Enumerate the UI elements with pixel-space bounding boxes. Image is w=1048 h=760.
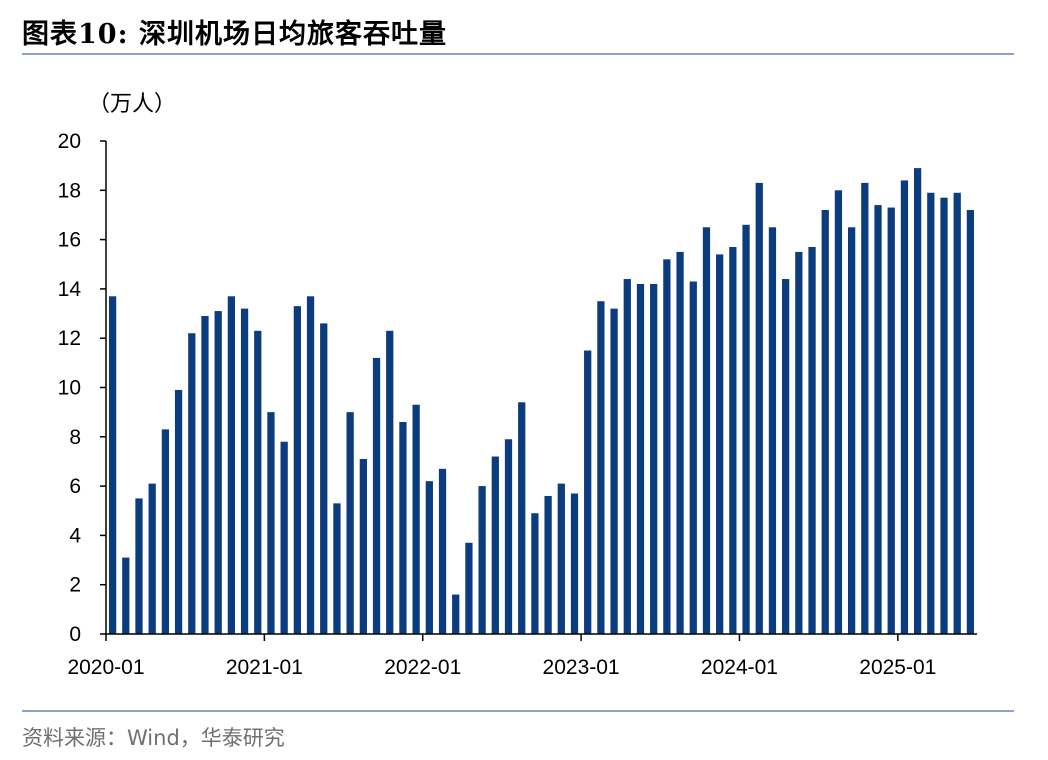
source-note: 资料来源：Wind，华泰研究 <box>22 726 285 750</box>
bar-2024-01 <box>742 224 750 634</box>
bar-2023-04 <box>623 279 631 634</box>
bar-2020-10 <box>227 296 235 634</box>
bar-2021-02 <box>280 441 288 634</box>
x-axis-ticks: 2020-01 2021-01 2022-01 2023-01 2024-01 2025-… <box>67 634 936 679</box>
bar-2024-10 <box>861 182 869 634</box>
bar-2024-09 <box>848 227 856 634</box>
bar-2020-12 <box>254 330 262 634</box>
bar-2021-03 <box>293 306 301 634</box>
x-tick-label: 2021-01 <box>226 656 303 679</box>
bar-2022-01 <box>425 481 433 634</box>
bar-2024-02 <box>755 182 763 634</box>
bar-2021-06 <box>333 503 341 634</box>
bar-2023-09 <box>689 281 697 634</box>
bar-2025-02 <box>913 168 922 634</box>
x-tick-label: 2022-01 <box>384 656 461 679</box>
y-tick-label: 16 <box>58 229 81 252</box>
bar-2025-05 <box>953 192 961 634</box>
bar-2025-04 <box>940 197 948 634</box>
y-tick-label: 14 <box>58 278 82 301</box>
bar-2024-04 <box>782 279 790 634</box>
bar-2020-03 <box>135 498 143 634</box>
bar-2020-09 <box>214 311 222 634</box>
figure-title: 图表10: 深圳机场日均旅客吞吐量 <box>22 19 447 50</box>
y-axis-ticks: 0 2 4 6 8 10 12 14 16 18 20 <box>58 130 106 646</box>
y-tick-label: 18 <box>58 179 81 202</box>
bar-2024-03 <box>768 227 777 634</box>
bar-2024-07 <box>821 210 829 634</box>
bar-2022-04 <box>465 542 473 634</box>
bar-2025-06 <box>966 210 975 634</box>
bar-2020-11 <box>240 308 249 634</box>
y-tick-label: 10 <box>58 377 81 400</box>
y-tick-label: 0 <box>69 623 81 646</box>
bar-2020-01 <box>108 296 117 634</box>
bar-2022-02 <box>438 468 447 634</box>
bar-2020-02 <box>122 557 130 634</box>
bar-2024-06 <box>808 247 816 634</box>
bar-2022-08 <box>518 402 526 634</box>
bar-2021-04 <box>306 296 315 634</box>
bar-2022-12 <box>570 493 579 634</box>
bar-2020-08 <box>201 316 209 634</box>
bar-2020-07 <box>188 333 196 634</box>
y-tick-label: 4 <box>69 524 81 547</box>
x-tick-label: 2020-01 <box>67 656 144 679</box>
bar-2022-11 <box>557 483 565 634</box>
top-divider <box>22 53 1014 55</box>
bar-series <box>108 168 975 635</box>
bar-2023-10 <box>702 227 711 634</box>
bar-2023-06 <box>650 283 658 634</box>
bar-2020-04 <box>148 483 156 634</box>
bar-2023-12 <box>729 247 737 634</box>
bar-2022-05 <box>478 486 486 634</box>
x-tick-label: 2023-01 <box>543 656 620 679</box>
bar-2021-07 <box>346 412 354 634</box>
bar-2020-05 <box>161 429 170 634</box>
bar-2023-02 <box>597 301 605 634</box>
bar-2021-01 <box>267 412 275 634</box>
bar-2020-06 <box>174 389 183 634</box>
bar-2025-01 <box>900 180 909 634</box>
bar-2023-03 <box>610 308 618 634</box>
bar-2025-03 <box>927 192 935 634</box>
y-tick-label: 6 <box>69 475 81 498</box>
bar-2022-06 <box>491 456 499 634</box>
bar-2023-07 <box>663 259 671 634</box>
x-tick-label: 2025-01 <box>859 656 936 679</box>
bar-2024-12 <box>887 207 895 634</box>
y-axis-unit-label: （万人） <box>88 92 177 117</box>
bar-2023-05 <box>636 283 645 634</box>
bar-2021-11 <box>399 422 407 634</box>
bar-2023-08 <box>676 251 684 634</box>
bar-2022-10 <box>544 495 552 634</box>
x-tick-label: 2024-01 <box>701 656 778 679</box>
y-tick-label: 20 <box>58 130 81 153</box>
bottom-divider <box>22 710 1014 712</box>
bar-2021-05 <box>320 323 328 634</box>
bar-2022-07 <box>504 439 513 634</box>
bar-2021-10 <box>386 330 394 634</box>
bar-2021-12 <box>412 404 420 634</box>
y-tick-label: 12 <box>58 327 81 350</box>
y-tick-label: 8 <box>69 426 81 449</box>
bar-2023-01 <box>584 350 592 634</box>
bar-2022-03 <box>452 594 460 634</box>
bar-2024-11 <box>874 205 882 634</box>
bar-2024-08 <box>834 190 843 635</box>
y-tick-label: 2 <box>69 574 81 597</box>
bar-2022-09 <box>531 513 539 634</box>
bar-2021-09 <box>372 357 381 634</box>
bar-2021-08 <box>359 458 367 634</box>
bar-2024-05 <box>795 251 803 634</box>
bar-2023-11 <box>716 254 724 634</box>
